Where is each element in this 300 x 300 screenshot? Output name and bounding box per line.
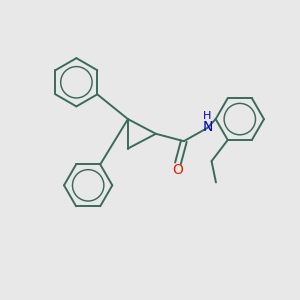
Text: H: H xyxy=(202,110,211,121)
Text: O: O xyxy=(172,163,183,177)
Text: N: N xyxy=(203,120,213,134)
